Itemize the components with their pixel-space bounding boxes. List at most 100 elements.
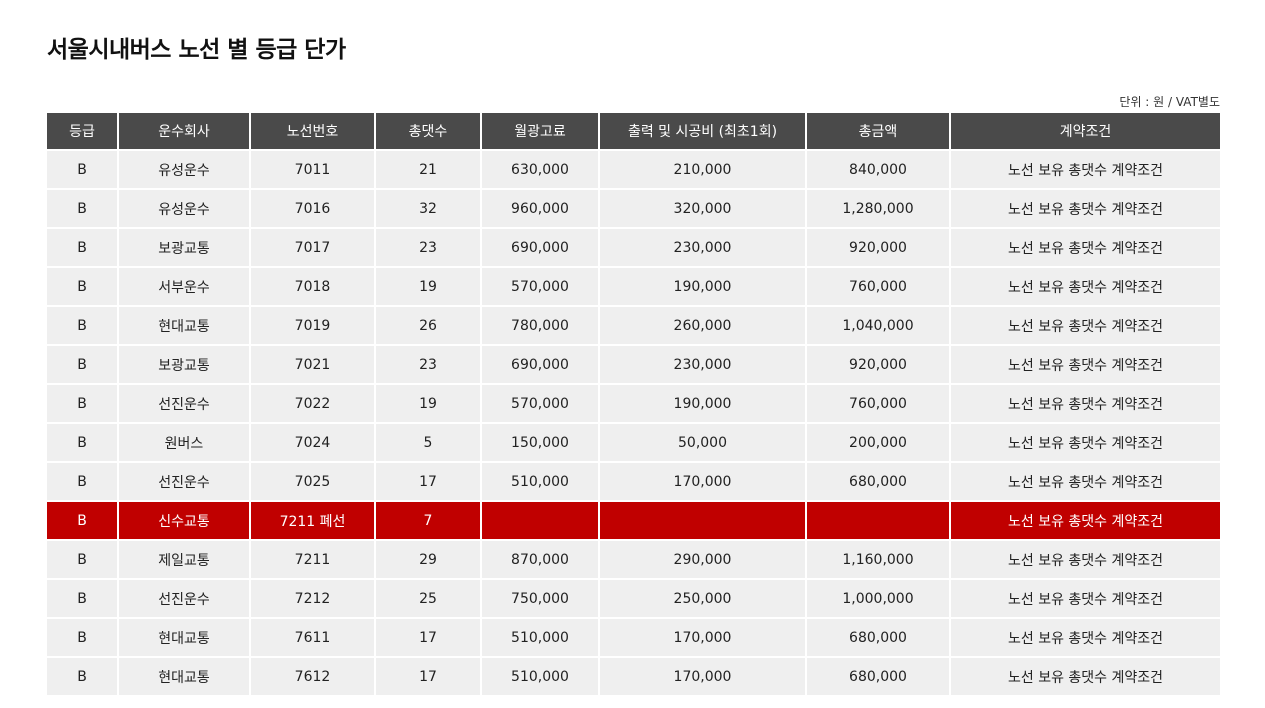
table-row: B 선진운수 7212 25 750,000 250,000 1,000,000 노선 보유 … <box>47 578 1220 618</box>
cell-company: 원버스 <box>117 422 250 462</box>
cell-bus-count: 32 <box>374 188 481 228</box>
cell-bus-count: 23 <box>374 344 481 384</box>
table-row: B 서부운수 7018 19 570,000 190,000 760,000 노선 보유 총댓… <box>47 266 1220 306</box>
cell-company: 서부운수 <box>117 266 250 306</box>
cell-grade: B <box>47 305 118 345</box>
cell-bus-count: 5 <box>374 422 481 462</box>
cell-company: 선진운수 <box>117 383 250 423</box>
cell-monthly-fee: 630,000 <box>480 149 599 189</box>
cell-condition: 노선 보유 총댓수 계약조건 <box>949 266 1220 306</box>
cell-route: 7025 <box>249 461 375 501</box>
cell-total: 680,000 <box>805 656 950 695</box>
table-row: B 선진운수 7025 17 510,000 170,000 680,000 노선 보유 총댓… <box>47 461 1220 501</box>
cell-total: 200,000 <box>805 422 950 462</box>
table-row: B 보광교통 7017 23 690,000 230,000 920,000 노선 보유 총댓… <box>47 227 1220 267</box>
cell-bus-count: 19 <box>374 383 481 423</box>
cell-company: 제일교통 <box>117 539 250 579</box>
table-row: B 보광교통 7021 23 690,000 230,000 920,000 노선 보유 총댓… <box>47 344 1220 384</box>
cell-bus-count: 25 <box>374 578 481 618</box>
unit-note: 단위 : 원 / VAT별도 <box>1119 95 1220 109</box>
header-route: 노선번호 <box>249 113 375 150</box>
cell-monthly-fee <box>480 500 599 540</box>
cell-grade: B <box>47 227 118 267</box>
cell-production-fee: 50,000 <box>598 422 806 462</box>
cell-company: 보광교통 <box>117 227 250 267</box>
cell-condition: 노선 보유 총댓수 계약조건 <box>949 656 1220 695</box>
cell-grade: B <box>47 617 118 657</box>
cell-route: 7016 <box>249 188 375 228</box>
cell-route: 7024 <box>249 422 375 462</box>
cell-production-fee: 320,000 <box>598 188 806 228</box>
cell-company: 유성운수 <box>117 188 250 228</box>
cell-total <box>805 500 950 540</box>
cell-bus-count: 29 <box>374 539 481 579</box>
cell-production-fee: 250,000 <box>598 578 806 618</box>
cell-condition: 노선 보유 총댓수 계약조건 <box>949 617 1220 657</box>
cell-total: 1,040,000 <box>805 305 950 345</box>
cell-condition: 노선 보유 총댓수 계약조건 <box>949 422 1220 462</box>
cell-monthly-fee: 570,000 <box>480 266 599 306</box>
cell-condition: 노선 보유 총댓수 계약조건 <box>949 227 1220 267</box>
cell-bus-count: 23 <box>374 227 481 267</box>
cell-company: 보광교통 <box>117 344 250 384</box>
table-row: B 유성운수 7011 21 630,000 210,000 840,000 노선 보유 총댓… <box>47 149 1220 189</box>
cell-production-fee: 260,000 <box>598 305 806 345</box>
cell-grade: B <box>47 461 118 501</box>
header-company: 운수회사 <box>117 113 250 150</box>
cell-production-fee: 170,000 <box>598 656 806 695</box>
cell-condition: 노선 보유 총댓수 계약조건 <box>949 461 1220 501</box>
cell-route: 7612 <box>249 656 375 695</box>
cell-route: 7011 <box>249 149 375 189</box>
cell-total: 920,000 <box>805 227 950 267</box>
cell-condition: 노선 보유 총댓수 계약조건 <box>949 305 1220 345</box>
cell-bus-count: 17 <box>374 656 481 695</box>
cell-route: 7019 <box>249 305 375 345</box>
cell-grade: B <box>47 266 118 306</box>
cell-company: 유성운수 <box>117 149 250 189</box>
cell-route: 7611 <box>249 617 375 657</box>
cell-monthly-fee: 870,000 <box>480 539 599 579</box>
cell-production-fee: 230,000 <box>598 344 806 384</box>
cell-production-fee: 170,000 <box>598 461 806 501</box>
cell-total: 680,000 <box>805 461 950 501</box>
page-title: 서울시내버스 노선 별 등급 단가 <box>47 37 346 63</box>
cell-production-fee: 170,000 <box>598 617 806 657</box>
header-bus-count: 총댓수 <box>374 113 481 150</box>
cell-production-fee: 210,000 <box>598 149 806 189</box>
table-body: B 유성운수 7011 21 630,000 210,000 840,000 노선 보유 총댓… <box>47 149 1220 695</box>
cell-total: 840,000 <box>805 149 950 189</box>
cell-monthly-fee: 960,000 <box>480 188 599 228</box>
header-monthly-fee: 월광고료 <box>480 113 599 150</box>
cell-route: 7211 폐선 <box>249 500 375 540</box>
cell-monthly-fee: 510,000 <box>480 656 599 695</box>
cell-total: 1,000,000 <box>805 578 950 618</box>
cell-monthly-fee: 570,000 <box>480 383 599 423</box>
cell-route: 7022 <box>249 383 375 423</box>
cell-monthly-fee: 750,000 <box>480 578 599 618</box>
table-row: B 현대교통 7611 17 510,000 170,000 680,000 노선 보유 총댓… <box>47 617 1220 657</box>
cell-production-fee: 230,000 <box>598 227 806 267</box>
cell-grade: B <box>47 344 118 384</box>
cell-condition: 노선 보유 총댓수 계약조건 <box>949 383 1220 423</box>
cell-bus-count: 7 <box>374 500 481 540</box>
cell-total: 1,160,000 <box>805 539 950 579</box>
table-row: B 유성운수 7016 32 960,000 320,000 1,280,000 노선 보유 … <box>47 188 1220 228</box>
cell-grade: B <box>47 656 118 695</box>
cell-route: 7211 <box>249 539 375 579</box>
price-table: 등급 운수회사 노선번호 총댓수 월광고료 출력 및 시공비 (최초1회) 총금… <box>47 113 1220 695</box>
cell-total: 1,280,000 <box>805 188 950 228</box>
cell-company: 선진운수 <box>117 578 250 618</box>
cell-route: 7018 <box>249 266 375 306</box>
cell-route: 7021 <box>249 344 375 384</box>
header-grade: 등급 <box>47 113 118 150</box>
cell-grade: B <box>47 188 118 228</box>
table-row: B 현대교통 7019 26 780,000 260,000 1,040,000 노선 보유 … <box>47 305 1220 345</box>
cell-production-fee: 190,000 <box>598 266 806 306</box>
cell-monthly-fee: 150,000 <box>480 422 599 462</box>
table-row: B 원버스 7024 5 150,000 50,000 200,000 노선 보유 총댓수 계… <box>47 422 1220 462</box>
cell-company: 신수교통 <box>117 500 250 540</box>
cell-grade: B <box>47 500 118 540</box>
header-production-fee: 출력 및 시공비 (최초1회) <box>598 113 806 150</box>
header-condition: 계약조건 <box>949 113 1220 150</box>
table-row: B 제일교통 7211 29 870,000 290,000 1,160,000 노선 보유 … <box>47 539 1220 579</box>
